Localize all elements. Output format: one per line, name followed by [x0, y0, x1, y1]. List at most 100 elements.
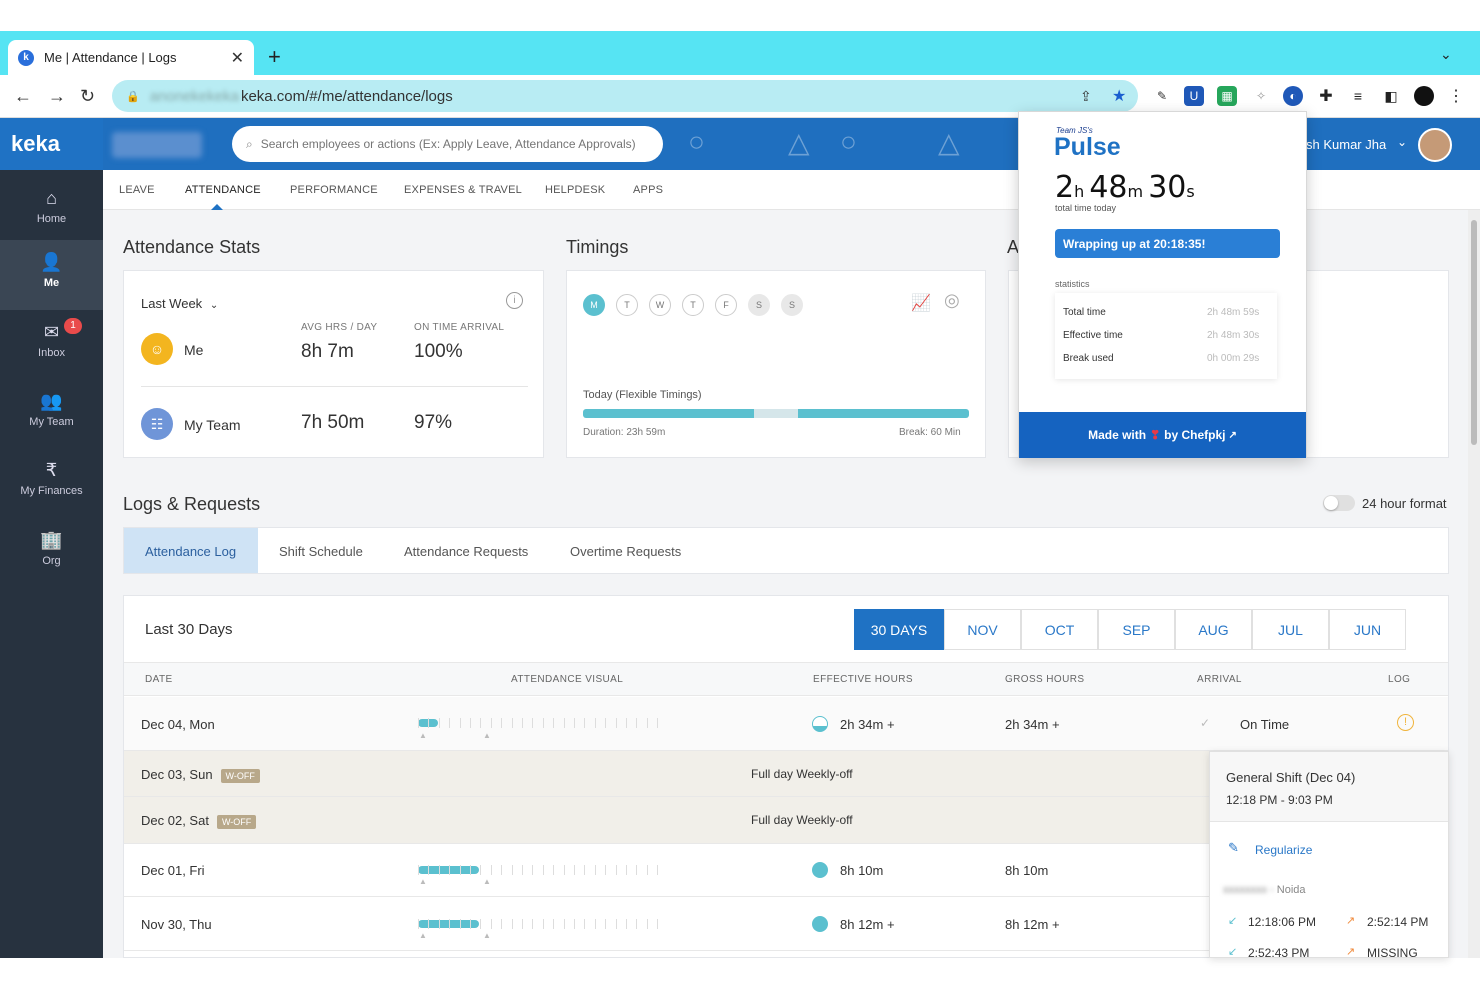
kebab-menu-icon[interactable]: ⋮ — [1448, 88, 1464, 105]
hour-tick — [574, 919, 575, 929]
day-friday[interactable]: F — [715, 294, 737, 316]
full-hours-icon — [812, 916, 828, 932]
close-tab-icon[interactable]: ✕ — [230, 49, 244, 67]
tab-expenses-travel[interactable]: EXPENSES & TRAVEL — [404, 184, 522, 196]
forward-arrow-icon[interactable]: → — [48, 86, 66, 106]
lock-icon: 🔒 — [126, 90, 140, 103]
sidebar-item-inbox[interactable]: 1 ✉ Inbox — [0, 310, 103, 378]
location-blurred: xxxxxxxx - — [1223, 884, 1274, 896]
bookmark-star-icon[interactable]: ★ — [1112, 88, 1127, 105]
day-monday[interactable]: M — [583, 294, 605, 316]
url-text: keka.com/#/me/attendance/logs — [240, 87, 453, 105]
popover-header — [1210, 752, 1448, 822]
row-date-text: Dec 02, Sat — [141, 813, 209, 828]
24-hour-toggle[interactable] — [1323, 495, 1355, 511]
marker-icon: ▲ — [419, 731, 427, 740]
chevron-down-icon[interactable]: ⌄ — [1397, 135, 1408, 149]
fingerprint-icon[interactable]: ◎ — [944, 290, 960, 310]
month-jun[interactable]: JUN — [1329, 609, 1406, 650]
chart-icon[interactable]: 📈 — [911, 295, 931, 312]
me-label: Me — [184, 342, 204, 358]
search-input[interactable] — [260, 137, 651, 151]
scrollbar[interactable] — [1468, 210, 1480, 958]
back-arrow-icon[interactable]: ← — [14, 86, 32, 106]
hour-tick — [418, 919, 419, 929]
keka-logo[interactable]: keka — [0, 118, 103, 170]
sidebar-item-home[interactable]: ⌂ Home — [0, 176, 103, 244]
address-bar[interactable]: 🔒 anonekekeka keka.com/#/me/attendance/l… — [112, 80, 1138, 112]
hour-tick — [657, 718, 659, 728]
profile-icon[interactable] — [1414, 86, 1434, 106]
duration-text: Duration: 23h 59m — [583, 427, 666, 438]
pulse-extension-icon[interactable]: ◐ — [1283, 86, 1303, 106]
puzzle-extension-icon[interactable]: ✚ — [1319, 88, 1333, 105]
punch-in-time: 2:52:43 PM — [1248, 946, 1310, 960]
scrollbar-thumb[interactable] — [1471, 220, 1477, 445]
sidebar-item-me[interactable]: 👤 Me — [0, 240, 103, 310]
sidebar-item-org[interactable]: 🏢 Org — [0, 518, 103, 586]
pulse-footer[interactable]: Made with ❣ by Chefpkj ↗ — [1019, 412, 1306, 458]
tab-overtime-requests[interactable]: Overtime Requests — [570, 544, 682, 559]
new-tab-button[interactable]: + — [268, 44, 281, 69]
tab-apps[interactable]: APPS — [633, 184, 664, 196]
decor-circle-icon: ○ — [840, 126, 857, 157]
table-row[interactable] — [124, 697, 1448, 751]
media-queue-icon[interactable]: ≡ — [1353, 88, 1363, 104]
reload-icon[interactable]: ↻ — [80, 86, 96, 106]
team-on-time: 97% — [414, 412, 453, 433]
timings-heading: Timings — [566, 237, 629, 257]
day-tuesday[interactable]: T — [616, 294, 638, 316]
day-thursday[interactable]: T — [682, 294, 704, 316]
tab-performance[interactable]: PERFORMANCE — [290, 184, 378, 196]
full-hours-icon — [812, 862, 828, 878]
stat-break-label: Break used — [1063, 353, 1114, 364]
shield-extension-icon[interactable]: U — [1184, 86, 1204, 106]
chevron-down-icon[interactable]: ⌄ — [1440, 46, 1452, 62]
browser-tab[interactable]: k Me | Attendance | Logs ✕ — [8, 40, 254, 75]
sparkle-extension-icon[interactable]: ✧ — [1255, 89, 1267, 103]
column-date: DATE — [145, 674, 173, 685]
month-aug[interactable]: AUG — [1175, 609, 1252, 650]
grid-extension-icon[interactable]: ▦ — [1217, 86, 1237, 106]
app-sidebar: keka ⌂ Home 👤 Me 1 ✉ Inbox 👥 My Team ₹ M… — [0, 118, 103, 958]
pen-extension-icon[interactable]: ✎ — [1156, 89, 1168, 103]
tab-leave[interactable]: LEAVE — [119, 184, 155, 196]
day-saturday[interactable]: S — [748, 294, 770, 316]
column-attendance-visual: ATTENDANCE VISUAL — [511, 674, 624, 685]
warning-icon[interactable]: ! — [1397, 714, 1414, 731]
search-icon: ⌕ — [246, 136, 253, 151]
hour-tick — [490, 865, 492, 875]
avatar[interactable] — [1418, 128, 1452, 162]
month-30-days[interactable]: 30 DAYS — [854, 609, 944, 650]
tab-attendance-requests[interactable]: Attendance Requests — [404, 544, 529, 559]
user-name[interactable]: sh Kumar Jha — [1306, 137, 1387, 152]
statistics-box: Total time 2h 48m 59s Effective time 2h … — [1055, 293, 1277, 379]
month-jul[interactable]: JUL — [1252, 609, 1329, 650]
row-date-text: Dec 03, Sun — [141, 767, 213, 782]
tab-shift-schedule[interactable]: Shift Schedule — [279, 544, 363, 559]
tab-attendance-log[interactable]: Attendance Log — [145, 544, 237, 559]
sidebar-item-my-finances[interactable]: ₹ My Finances — [0, 448, 103, 516]
tab-attendance[interactable]: ATTENDANCE — [185, 184, 261, 196]
day-sunday[interactable]: S — [781, 294, 803, 316]
attendance-bar — [418, 866, 479, 874]
row-date: Dec 03, Sun W-OFF — [141, 767, 260, 783]
search-box[interactable]: ⌕ — [232, 126, 663, 162]
share-icon[interactable]: ⇪ — [1080, 87, 1092, 104]
tab-title: Me | Attendance | Logs — [44, 50, 177, 65]
day-wednesday[interactable]: W — [649, 294, 671, 316]
hour-tick — [459, 718, 461, 728]
side-panel-icon[interactable]: ◧ — [1384, 87, 1398, 104]
month-nov[interactable]: NOV — [944, 609, 1021, 650]
info-icon[interactable]: i — [506, 292, 523, 309]
table-header — [124, 662, 1448, 696]
punch-out-missing: MISSING — [1367, 946, 1418, 960]
period-dropdown[interactable]: Last Week ⌄ — [141, 296, 218, 311]
month-oct[interactable]: OCT — [1021, 609, 1098, 650]
regularize-link[interactable]: Regularize — [1255, 843, 1313, 857]
tab-helpdesk[interactable]: HELPDESK — [545, 184, 606, 196]
hour-tick — [553, 718, 555, 728]
month-sep[interactable]: SEP — [1098, 609, 1175, 650]
chevron-down-icon: ⌄ — [209, 300, 219, 311]
sidebar-item-my-team[interactable]: 👥 My Team — [0, 379, 103, 447]
